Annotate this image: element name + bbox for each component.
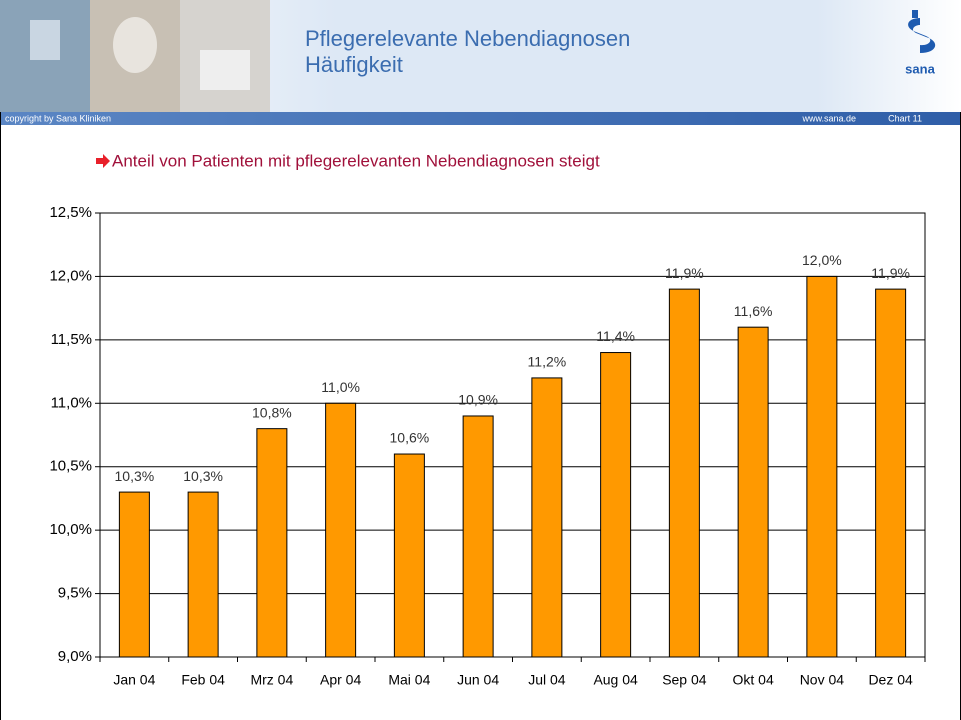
value-label: 10,8% (252, 404, 292, 420)
y-tick-label: 11,0% (51, 394, 92, 411)
bar (325, 402, 357, 658)
x-tick-label: Dez 04 (868, 672, 913, 688)
x-tick-label: Okt 04 (733, 672, 774, 688)
y-tick-label: 9,0% (58, 648, 92, 665)
x-tick-label: Mrz 04 (250, 672, 293, 688)
x-tick-label: Feb 04 (181, 672, 225, 688)
value-label: 11,9% (871, 265, 910, 281)
bar (875, 288, 907, 658)
bullet-arrow (96, 154, 110, 168)
value-label: 11,9% (665, 265, 704, 281)
y-tick-label: 12,0% (49, 267, 92, 284)
value-label: 10,3% (183, 468, 223, 484)
value-label: 10,6% (390, 430, 430, 446)
bar (462, 415, 494, 658)
bar (737, 326, 769, 658)
photo-detail (200, 50, 250, 90)
value-label: 11,6% (734, 303, 773, 319)
chart-number: Chart 11 (888, 113, 922, 123)
y-tick-label: 12,5% (49, 204, 92, 221)
logo-mark (912, 10, 918, 18)
x-tick-label: Jun 04 (457, 672, 499, 688)
bar (806, 275, 838, 658)
value-label: 10,9% (458, 392, 498, 408)
header-title: Pflegerelevante Nebendiagnosen (305, 26, 630, 51)
bar (393, 453, 425, 658)
y-tick-label: 10,5% (49, 458, 92, 475)
x-tick-label: Aug 04 (593, 672, 638, 688)
header-title: Häufigkeit (305, 52, 403, 77)
value-label: 11,0% (321, 379, 360, 395)
value-label: 11,2% (528, 354, 567, 370)
copyright: copyright by Sana Kliniken (5, 113, 111, 123)
y-tick-label: 10,0% (49, 521, 92, 538)
photo-detail (30, 20, 60, 60)
y-tick-label: 11,5% (51, 331, 92, 348)
value-label: 10,3% (115, 468, 155, 484)
value-label: 11,4% (596, 328, 635, 344)
bar (187, 491, 219, 658)
x-tick-label: Nov 04 (800, 672, 845, 688)
bar (668, 288, 700, 658)
bar (256, 428, 288, 658)
logo-text: sana (905, 61, 935, 76)
x-tick-label: Jan 04 (113, 672, 155, 688)
info-strip (0, 112, 961, 125)
bar (600, 352, 632, 658)
logo-mark (908, 18, 936, 53)
x-tick-label: Apr 04 (320, 672, 361, 688)
value-label: 12,0% (802, 252, 842, 268)
bar (531, 377, 563, 658)
bar (118, 491, 150, 658)
x-tick-label: Mai 04 (388, 672, 430, 688)
x-tick-label: Jul 04 (528, 672, 566, 688)
chart-title: Anteil von Patienten mit pflegerelevante… (112, 151, 600, 170)
x-tick-label: Sep 04 (662, 672, 707, 688)
photo-detail (113, 17, 157, 73)
url: www.sana.de (801, 113, 856, 123)
y-tick-label: 9,5% (58, 585, 92, 602)
